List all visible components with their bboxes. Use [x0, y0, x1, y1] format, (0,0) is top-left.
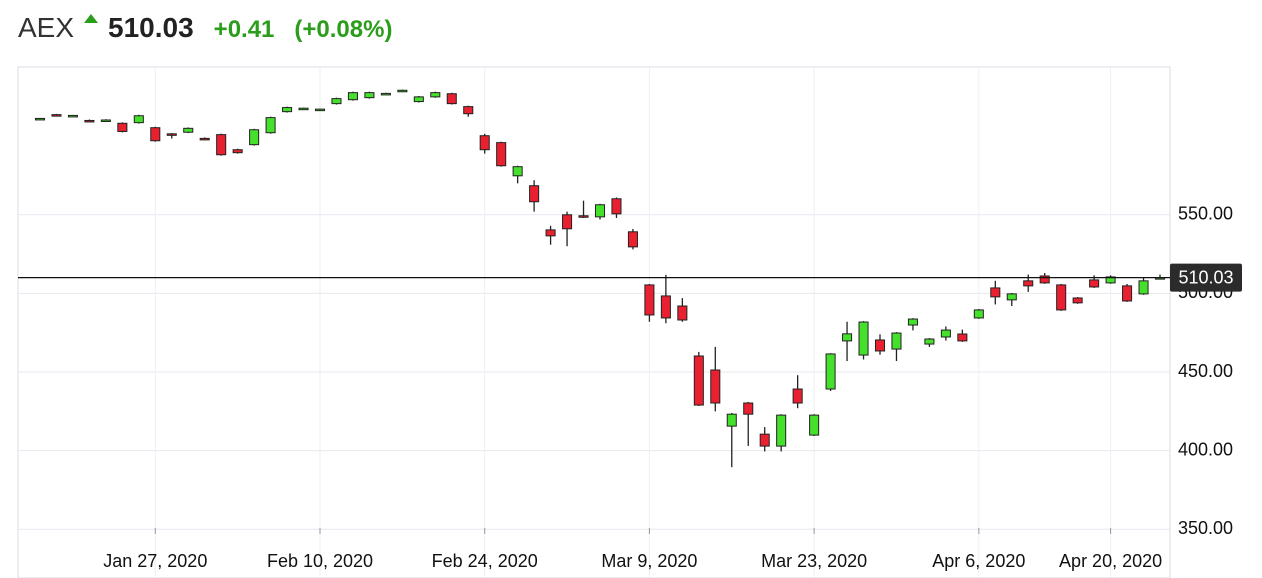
candle-body — [627, 231, 638, 248]
last-price: 510.03 — [108, 12, 194, 43]
candle-body — [940, 329, 951, 338]
candle-body — [891, 332, 902, 350]
change: +0.41 — [213, 16, 275, 43]
candle-body — [1056, 284, 1067, 311]
candle-body — [743, 402, 754, 415]
candle-body — [1122, 285, 1133, 302]
candle-body — [809, 414, 820, 436]
candle-body — [496, 142, 507, 167]
candle-body — [924, 338, 935, 345]
x-tick-label: Jan 27, 2020 — [103, 551, 207, 571]
candle-body — [117, 122, 128, 132]
candle-body — [759, 433, 770, 447]
candle-body — [693, 355, 704, 406]
candle-body — [512, 166, 523, 177]
candle-body — [84, 119, 95, 123]
candle-body — [298, 107, 309, 111]
last-price-tag — [1170, 263, 1242, 292]
candle-body — [792, 388, 803, 404]
y-tick-label: 350.00 — [1178, 518, 1233, 538]
candle-body — [562, 214, 573, 230]
change-percent: (+0.08%) — [294, 16, 393, 43]
candle-body — [479, 135, 490, 151]
candle-body — [67, 114, 78, 118]
candle-body — [166, 133, 177, 136]
candle-body — [907, 318, 918, 326]
candle-body — [1006, 293, 1017, 301]
candle-body — [446, 93, 457, 105]
candle-body — [430, 92, 441, 98]
plot-frame — [17, 66, 1171, 578]
y-tick-label: 450.00 — [1178, 361, 1233, 381]
candle-body — [314, 108, 326, 112]
x-tick-label: Feb 10, 2020 — [267, 551, 373, 571]
candle-body — [1039, 275, 1050, 284]
symbol: AEX — [18, 12, 75, 43]
candle-body — [183, 127, 194, 133]
candle-body — [347, 92, 358, 101]
up-arrow — [84, 14, 99, 23]
candle-body — [644, 284, 655, 316]
candle-body — [463, 106, 474, 115]
candle-body — [1023, 280, 1034, 287]
candle-body — [594, 204, 606, 218]
candle-body — [232, 149, 243, 154]
candle-body — [413, 96, 424, 103]
candle-body — [1072, 297, 1083, 304]
last-price-label: 510.03 — [1178, 267, 1233, 287]
candle-body — [100, 119, 111, 122]
candle-body — [726, 413, 737, 427]
candle-body — [842, 333, 853, 342]
x-tick-label: Mar 9, 2020 — [601, 551, 697, 571]
candle-body — [578, 215, 589, 218]
candle-body — [660, 295, 671, 319]
x-tick-label: Feb 24, 2020 — [432, 551, 538, 571]
candle-body — [611, 198, 622, 215]
candle-body — [710, 369, 721, 404]
y-tick-label: 550.00 — [1178, 204, 1233, 224]
candle-body — [282, 107, 293, 113]
candle-body — [150, 127, 161, 142]
candle-body — [331, 98, 342, 105]
quote-header: AEX 510.03 +0.41 (+0.08%) — [18, 12, 412, 52]
candle-body — [973, 309, 984, 319]
candle-body — [858, 321, 869, 356]
candle-body — [51, 114, 62, 117]
candle-body — [265, 117, 276, 134]
candle-body — [1089, 279, 1100, 288]
candle-body — [990, 287, 1001, 298]
candle-body — [199, 137, 210, 141]
candle-body — [1138, 280, 1149, 295]
candle-body — [364, 92, 375, 99]
x-tick-label: Apr 20, 2020 — [1059, 551, 1162, 571]
candle-body — [529, 185, 540, 203]
candle-body — [776, 414, 787, 447]
candle-body — [380, 92, 391, 96]
candle-body — [545, 229, 556, 237]
candle-body — [397, 89, 408, 93]
candle-body — [825, 353, 836, 390]
candle-body — [133, 115, 144, 124]
y-tick-label: 400.00 — [1178, 439, 1233, 459]
candle-body — [957, 333, 968, 342]
candle-body — [1105, 276, 1116, 284]
candle-body — [874, 339, 886, 352]
candle-body — [677, 305, 688, 321]
x-tick-label: Apr 6, 2020 — [932, 551, 1025, 571]
x-tick-label: Mar 23, 2020 — [761, 551, 867, 571]
candle-body — [216, 134, 227, 156]
candle-body — [34, 117, 46, 121]
candle-body — [249, 129, 260, 146]
